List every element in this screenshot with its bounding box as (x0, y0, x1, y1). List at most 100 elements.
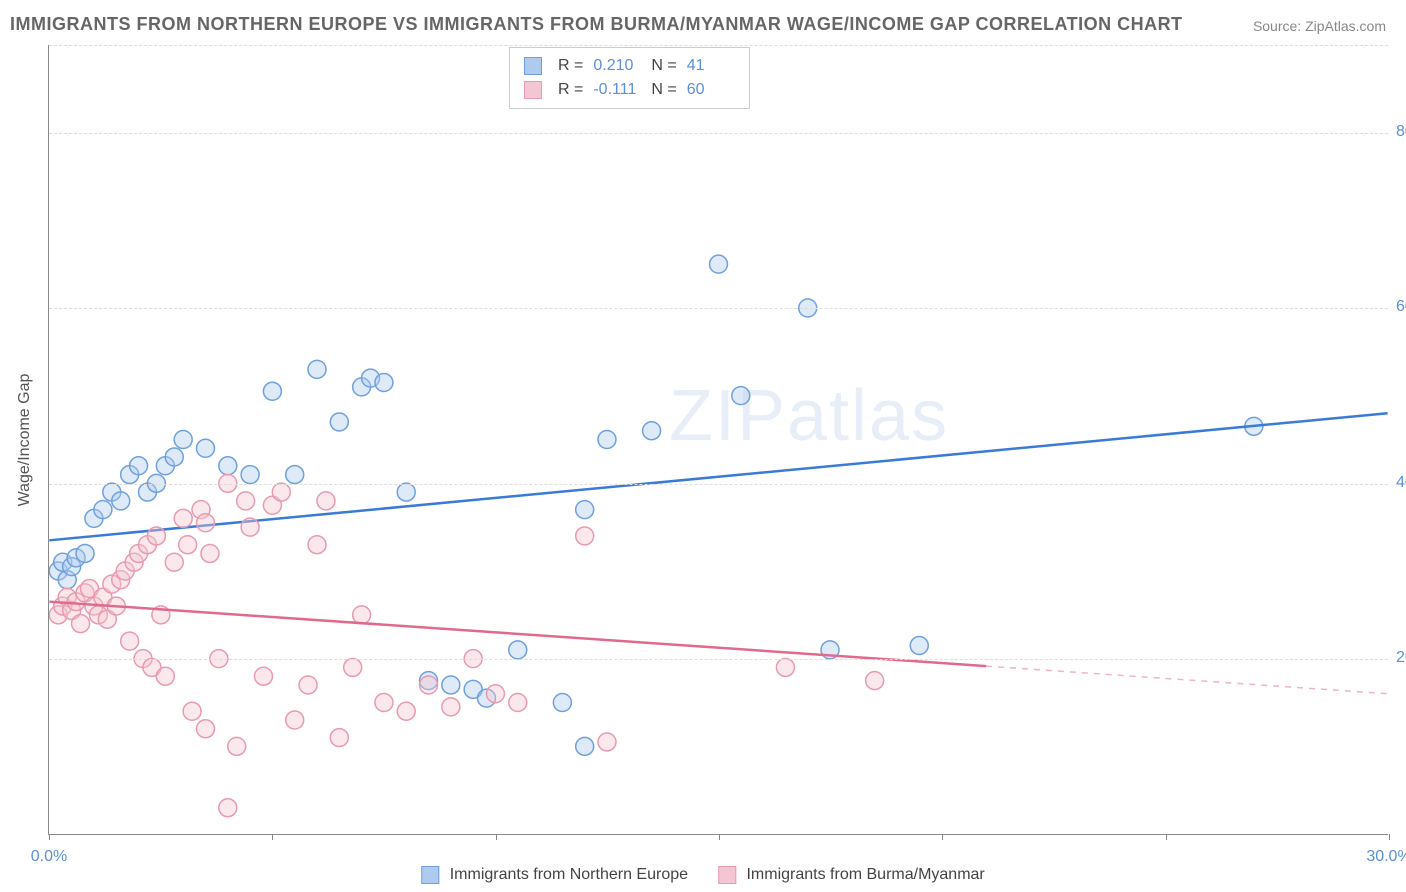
gridline (49, 308, 1388, 309)
gridline (49, 45, 1388, 46)
data-point (375, 694, 393, 712)
gridline (49, 133, 1388, 134)
correlation-legend-row: R = 0.210 N = 41 (524, 54, 735, 78)
legend-item-2: Immigrants from Burma/Myanmar (718, 866, 985, 884)
data-point (241, 518, 259, 536)
data-point (397, 483, 415, 501)
x-tick (49, 834, 50, 840)
legend-square-icon (524, 57, 542, 75)
r-label: R = (558, 78, 583, 102)
data-point (179, 536, 197, 554)
y-tick-label: 40.0% (1396, 474, 1406, 492)
data-point (286, 711, 304, 729)
r-value: 0.210 (593, 54, 641, 78)
legend-square-2 (718, 866, 736, 884)
legend-label-1: Immigrants from Northern Europe (450, 866, 688, 883)
data-point (308, 536, 326, 554)
data-point (165, 553, 183, 571)
n-label: N = (651, 78, 676, 102)
data-point (201, 544, 219, 562)
data-point (910, 637, 928, 655)
chart-container: IMMIGRANTS FROM NORTHERN EUROPE VS IMMIG… (0, 0, 1406, 892)
trend-line-dashed (986, 666, 1387, 694)
y-tick-label: 80.0% (1396, 123, 1406, 141)
data-point (72, 615, 90, 633)
data-point (509, 694, 527, 712)
x-tick (942, 834, 943, 840)
correlation-legend-row: R = -0.111 N = 60 (524, 78, 735, 102)
bottom-legend: Immigrants from Northern Europe Immigran… (421, 866, 984, 884)
data-point (254, 667, 272, 685)
data-point (147, 527, 165, 545)
data-point (442, 698, 460, 716)
data-point (183, 702, 201, 720)
data-point (330, 413, 348, 431)
data-point (598, 431, 616, 449)
x-tick (496, 834, 497, 840)
data-point (76, 544, 94, 562)
legend-item-1: Immigrants from Northern Europe (421, 866, 688, 884)
data-point (219, 457, 237, 475)
data-point (732, 387, 750, 405)
n-value: 60 (687, 78, 735, 102)
data-point (94, 501, 112, 519)
n-value: 41 (687, 54, 735, 78)
data-point (576, 527, 594, 545)
legend-square-1 (421, 866, 439, 884)
data-point (272, 483, 290, 501)
data-point (219, 799, 237, 817)
y-tick-label: 60.0% (1396, 298, 1406, 316)
data-point (710, 255, 728, 273)
y-tick-label: 20.0% (1396, 649, 1406, 667)
data-point (353, 606, 371, 624)
data-point (442, 676, 460, 694)
data-point (776, 658, 794, 676)
data-point (509, 641, 527, 659)
data-point (576, 737, 594, 755)
data-point (174, 431, 192, 449)
data-point (174, 509, 192, 527)
data-point (317, 492, 335, 510)
r-value: -0.111 (593, 78, 641, 102)
data-point (330, 729, 348, 747)
source-label: Source: ZipAtlas.com (1253, 18, 1386, 34)
data-point (397, 702, 415, 720)
data-point (121, 632, 139, 650)
x-tick (272, 834, 273, 840)
chart-title: IMMIGRANTS FROM NORTHERN EUROPE VS IMMIG… (10, 14, 1183, 35)
data-point (375, 374, 393, 392)
data-point (299, 676, 317, 694)
x-tick-label: 0.0% (31, 848, 67, 866)
data-point (196, 439, 214, 457)
y-axis-label: Wage/Income Gap (16, 374, 34, 507)
data-point (112, 492, 130, 510)
data-point (308, 360, 326, 378)
data-point (576, 501, 594, 519)
data-point (598, 733, 616, 751)
correlation-legend: R = 0.210 N = 41 R = -0.111 N = 60 (509, 47, 750, 109)
chart-svg (49, 45, 1388, 834)
data-point (196, 720, 214, 738)
data-point (241, 466, 259, 484)
x-tick (1389, 834, 1390, 840)
data-point (286, 466, 304, 484)
legend-label-2: Immigrants from Burma/Myanmar (746, 866, 984, 883)
data-point (237, 492, 255, 510)
plot-area: ZIPatlas 20.0%40.0%60.0%80.0%0.0%30.0%R … (48, 45, 1388, 835)
data-point (420, 676, 438, 694)
data-point (553, 694, 571, 712)
n-label: N = (651, 54, 676, 78)
data-point (344, 658, 362, 676)
gridline (49, 484, 1388, 485)
data-point (156, 667, 174, 685)
gridline (49, 659, 1388, 660)
data-point (263, 382, 281, 400)
data-point (130, 457, 148, 475)
x-tick (719, 834, 720, 840)
r-label: R = (558, 54, 583, 78)
x-tick (1166, 834, 1167, 840)
data-point (866, 672, 884, 690)
data-point (196, 514, 214, 532)
data-point (228, 737, 246, 755)
data-point (165, 448, 183, 466)
